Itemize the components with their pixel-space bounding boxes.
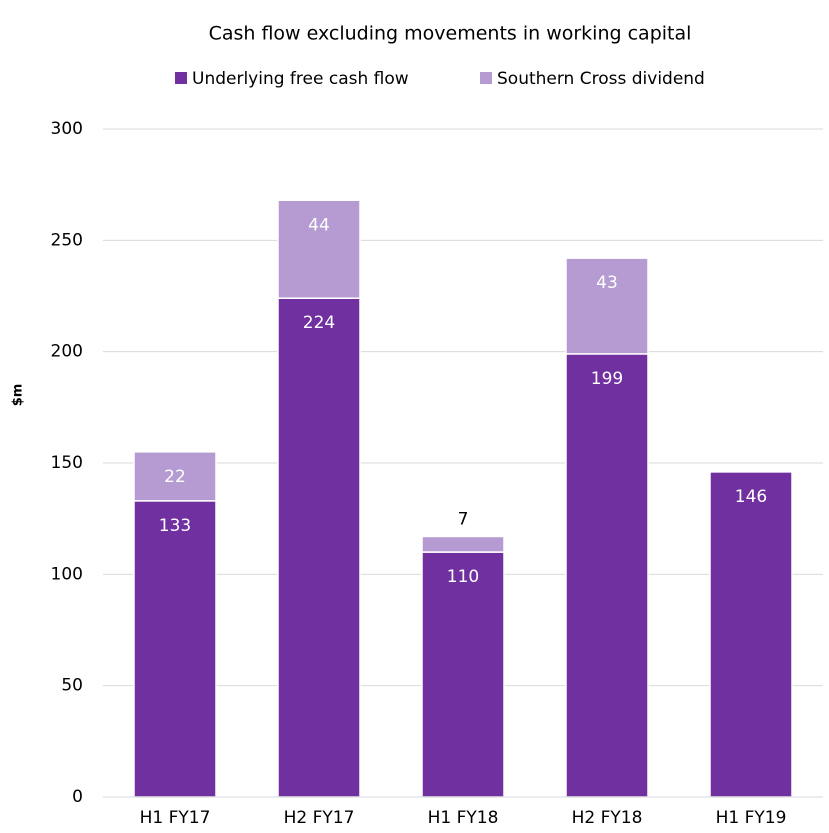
- bar-segment: [277, 199, 361, 299]
- y-tick-label: 200: [51, 342, 83, 362]
- bar-segment: [421, 535, 505, 553]
- bar-segment: [277, 297, 361, 798]
- y-tick-label: 150: [51, 453, 83, 473]
- data-label: 199: [591, 369, 623, 389]
- y-tick-label: 250: [51, 230, 83, 250]
- x-tick-label: H2 FY17: [284, 808, 355, 828]
- bar-segment: [565, 353, 649, 798]
- y-tick-label: 300: [51, 119, 83, 139]
- legend-label: Underlying free cash flow: [192, 69, 409, 89]
- x-tick-label: H1 FY18: [428, 808, 499, 828]
- bar-segment: [133, 500, 217, 798]
- data-label: 43: [596, 273, 618, 293]
- legend-label: Southern Cross dividend: [497, 69, 705, 89]
- data-label: 22: [164, 467, 186, 487]
- x-tick-label: H1 FY17: [140, 808, 211, 828]
- bar-segment: [565, 257, 649, 355]
- y-tick-label: 100: [51, 564, 83, 584]
- data-label: 110: [447, 567, 479, 587]
- x-tick-label: H2 FY18: [572, 808, 643, 828]
- y-tick-label: 50: [61, 676, 83, 696]
- legend-swatch: [175, 72, 187, 84]
- legend-swatch: [480, 72, 492, 84]
- data-label: 146: [735, 487, 767, 507]
- data-label: 224: [303, 313, 335, 333]
- y-tick-label: 0: [72, 787, 83, 807]
- x-tick-label: H1 FY19: [716, 808, 787, 828]
- data-label: 133: [159, 516, 191, 536]
- bar-segment: [133, 451, 217, 502]
- bar-segment: [421, 551, 505, 798]
- chart-title: Cash flow excluding movements in working…: [209, 23, 692, 45]
- bar-segment: [709, 471, 793, 798]
- data-label: 7: [458, 509, 469, 529]
- data-label: 44: [308, 215, 330, 235]
- y-axis-label: $m: [11, 384, 26, 407]
